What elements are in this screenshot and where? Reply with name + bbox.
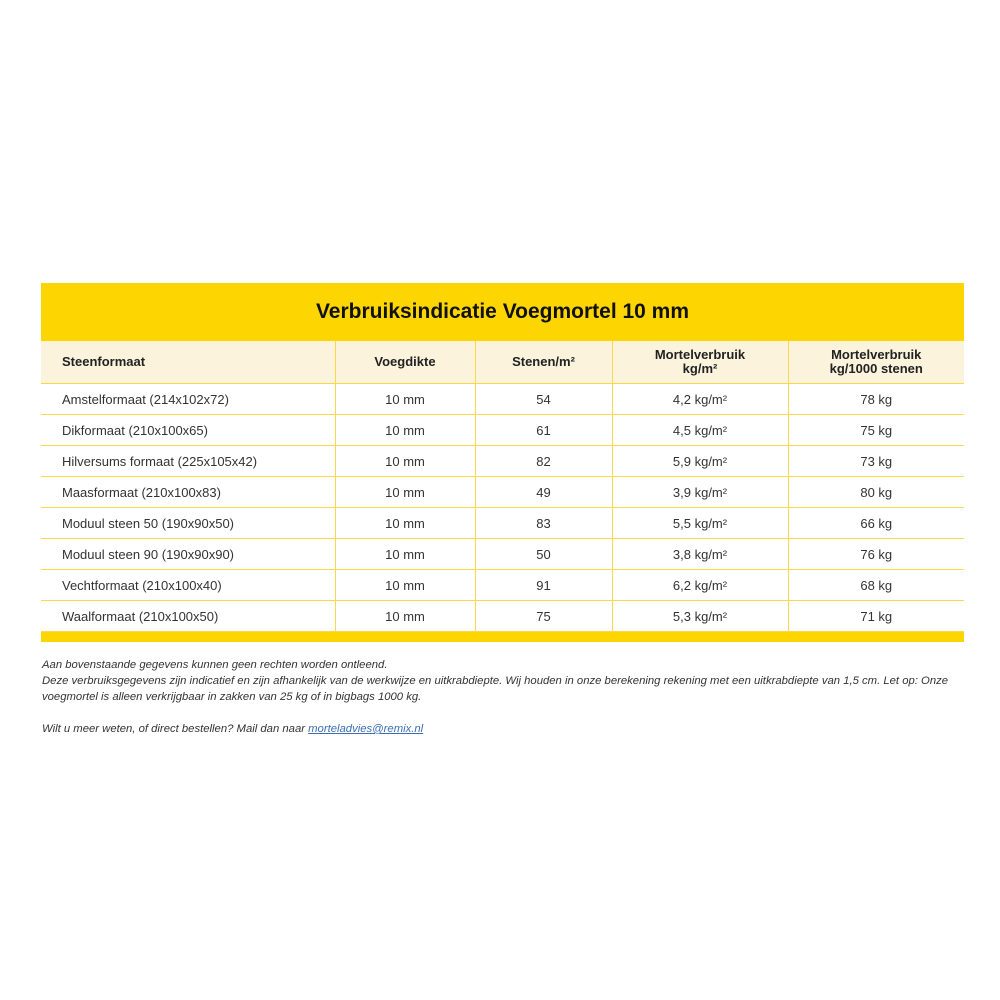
table-row: Waalformaat (210x100x50) 10 mm 75 5,3 kg/m²… [41, 600, 964, 632]
table-row: Maasformaat (210x100x83) 10 mm 49 3,9 kg/m²… [41, 476, 964, 508]
table-row: Amstelformaat (214x102x72) 10 mm 54 4,2 kg/… [41, 383, 964, 415]
table-cell: 68 kg [788, 569, 964, 601]
email-link[interactable]: morteladvies@remix.nl [308, 723, 424, 735]
table-cell: 66 kg [788, 507, 964, 539]
column-header-label: Steenformaat [62, 354, 146, 369]
column-header-label: Mortelverbruik [654, 347, 746, 362]
table-cell: 3,9 kg/m² [612, 476, 789, 508]
table-cell: 5,5 kg/m² [612, 507, 789, 539]
column-header: Steenformaat [41, 341, 336, 384]
table-cell: Waalformaat (210x100x50) [41, 600, 336, 632]
table-cell: 10 mm [335, 476, 476, 508]
table-cell: 73 kg [788, 445, 964, 477]
column-header: Mortelverbruik kg/1000 stenen [788, 341, 964, 384]
table-cell: 10 mm [335, 538, 476, 570]
table-cell: 49 [475, 476, 613, 508]
column-header: Mortelverbruik kg/m² [612, 341, 789, 384]
consumption-table: Steenformaat Voegdikte Stenen/m² Mortelverb… [41, 341, 964, 632]
contact-line: Wilt u meer weten, of direct bestellen? … [42, 721, 972, 737]
table-cell: 4,5 kg/m² [612, 414, 789, 446]
table-cell: 83 [475, 507, 613, 539]
table-cell: 75 kg [788, 414, 964, 446]
consumption-table-panel: Verbruiksindicatie Voegmortel 10 mm Stee… [41, 283, 964, 642]
disclaimer: Aan bovenstaande gegevens kunnen geen re… [42, 659, 388, 671]
table-cell: Dikformaat (210x100x65) [41, 414, 336, 446]
table-row: Hilversums formaat (225x105x42) 10 mm 82 5,… [41, 445, 964, 477]
table-cell: Hilversums formaat (225x105x42) [41, 445, 336, 477]
column-header-unit: kg/m² [682, 361, 718, 376]
table-cell: 71 kg [788, 600, 964, 632]
column-header: Stenen/m² [475, 341, 613, 384]
table-cell: Vechtformaat (210x100x40) [41, 569, 336, 601]
table-cell: 3,8 kg/m² [612, 538, 789, 570]
table-cell: 91 [475, 569, 613, 601]
table-cell: 82 [475, 445, 613, 477]
consumption-note: Deze verbruiksgegevens zijn indicatief e… [42, 675, 949, 703]
table-cell: 75 [475, 600, 613, 632]
table-cell: 5,9 kg/m² [612, 445, 789, 477]
table-cell: 80 kg [788, 476, 964, 508]
table-cell: 61 [475, 414, 613, 446]
column-header-unit: kg/1000 stenen [829, 361, 923, 376]
table-cell: 50 [475, 538, 613, 570]
notes: Aan bovenstaande gegevens kunnen geen re… [42, 657, 972, 737]
table-row: Moduul steen 90 (190x90x90) 10 mm 50 3,8 kg… [41, 538, 964, 570]
table-title: Verbruiksindicatie Voegmortel 10 mm [41, 283, 964, 341]
table-cell: Moduul steen 50 (190x90x50) [41, 507, 336, 539]
table-cell: 10 mm [335, 414, 476, 446]
table-cell: 6,2 kg/m² [612, 569, 789, 601]
table-row: Moduul steen 50 (190x90x50) 10 mm 83 5,5 kg… [41, 507, 964, 539]
table-cell: Moduul steen 90 (190x90x90) [41, 538, 336, 570]
table-cell: 10 mm [335, 383, 476, 415]
table-row: Dikformaat (210x100x65) 10 mm 61 4,5 kg/m² 7… [41, 414, 964, 446]
column-header-label: Mortelverbruik [831, 347, 922, 362]
table-cell: Maasformaat (210x100x83) [41, 476, 336, 508]
table-cell: 54 [475, 383, 613, 415]
table-header-row: Steenformaat Voegdikte Stenen/m² Mortelverb… [41, 341, 964, 384]
table-bottom-bar [41, 632, 964, 642]
column-header: Voegdikte [335, 341, 476, 384]
table-cell: Amstelformaat (214x102x72) [41, 383, 336, 415]
column-header-label: Voegdikte [374, 354, 436, 369]
table-cell: 5,3 kg/m² [612, 600, 789, 632]
table-cell: 4,2 kg/m² [612, 383, 789, 415]
table-row: Vechtformaat (210x100x40) 10 mm 91 6,2 kg/m… [41, 569, 964, 601]
table-cell: 10 mm [335, 569, 476, 601]
column-header-label: Stenen/m² [512, 354, 575, 369]
table-cell: 10 mm [335, 445, 476, 477]
table-cell: 10 mm [335, 600, 476, 632]
table-cell: 76 kg [788, 538, 964, 570]
table-cell: 10 mm [335, 507, 476, 539]
table-cell: 78 kg [788, 383, 964, 415]
contact-text: Wilt u meer weten, of direct bestellen? … [42, 723, 309, 735]
